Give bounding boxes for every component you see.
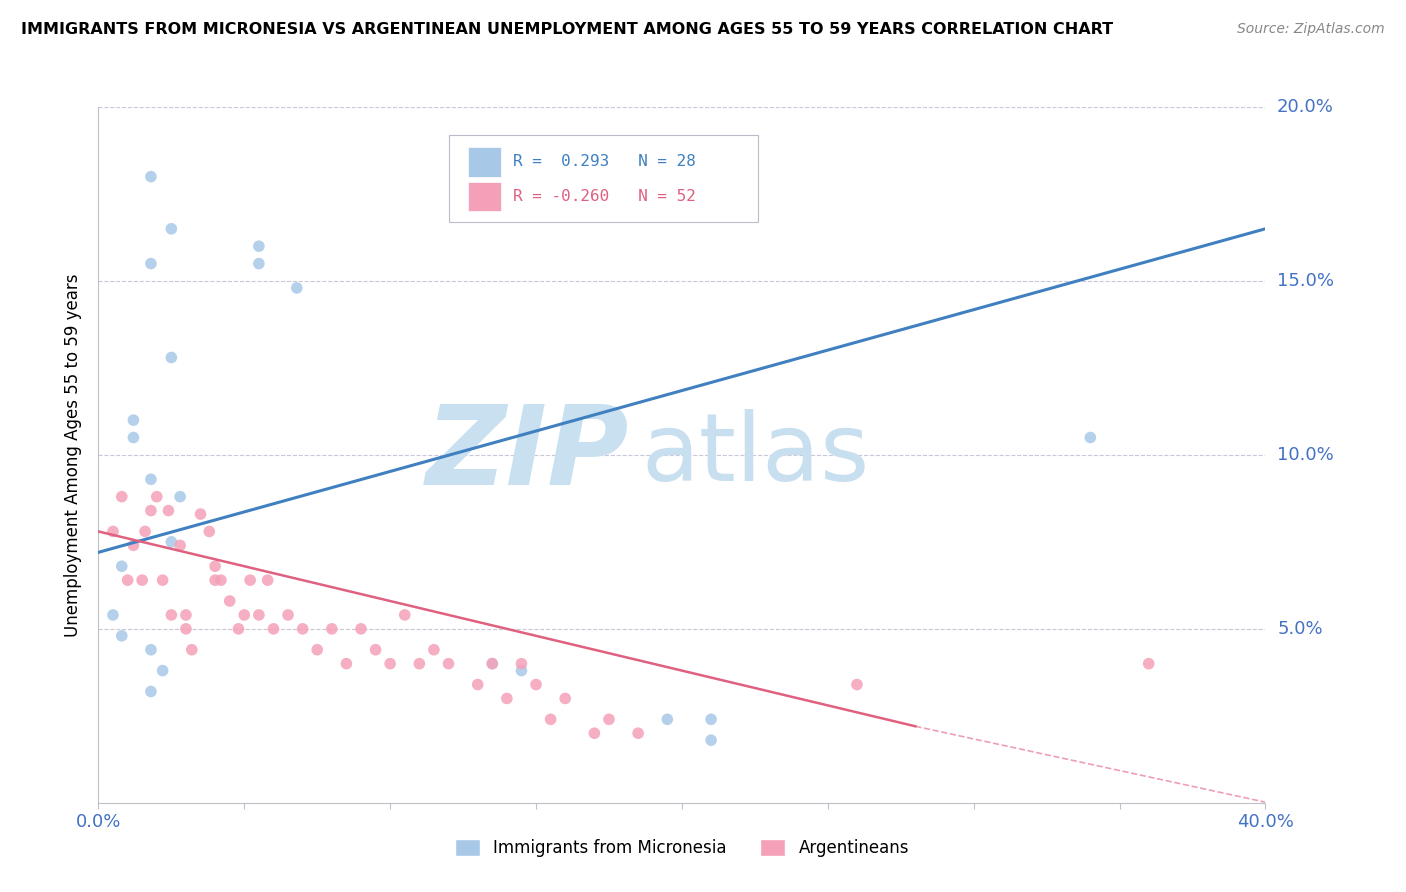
Y-axis label: Unemployment Among Ages 55 to 59 years: Unemployment Among Ages 55 to 59 years bbox=[65, 273, 83, 637]
Point bbox=[139, 642, 162, 657]
Point bbox=[657, 712, 679, 726]
Point bbox=[139, 169, 162, 184]
Point bbox=[218, 594, 240, 608]
Point bbox=[335, 657, 357, 671]
FancyBboxPatch shape bbox=[449, 135, 758, 222]
Point bbox=[169, 538, 191, 552]
Point bbox=[146, 490, 169, 504]
Point bbox=[364, 642, 387, 657]
Point bbox=[174, 607, 197, 622]
Point bbox=[845, 677, 868, 691]
Point bbox=[256, 573, 278, 587]
Point bbox=[209, 573, 232, 587]
Point bbox=[160, 351, 183, 365]
Point bbox=[111, 629, 134, 643]
Point bbox=[277, 607, 299, 622]
Text: atlas: atlas bbox=[641, 409, 869, 501]
Point bbox=[101, 524, 124, 539]
Point bbox=[467, 677, 489, 691]
Point bbox=[180, 642, 202, 657]
Point bbox=[239, 573, 262, 587]
Point bbox=[350, 622, 373, 636]
Point bbox=[228, 622, 250, 636]
Point bbox=[437, 657, 460, 671]
Point bbox=[247, 239, 270, 253]
Point bbox=[139, 472, 162, 486]
Point bbox=[524, 677, 547, 691]
Point bbox=[134, 524, 156, 539]
Point bbox=[122, 413, 145, 427]
Point bbox=[122, 538, 145, 552]
Bar bbox=[468, 147, 501, 177]
Point bbox=[495, 691, 517, 706]
Point bbox=[700, 712, 723, 726]
Point bbox=[510, 664, 533, 678]
Bar bbox=[468, 182, 501, 211]
Point bbox=[111, 490, 134, 504]
Point bbox=[291, 622, 314, 636]
Point bbox=[139, 503, 162, 517]
Point bbox=[139, 684, 162, 698]
Point bbox=[157, 503, 180, 517]
Text: Source: ZipAtlas.com: Source: ZipAtlas.com bbox=[1237, 22, 1385, 37]
Point bbox=[321, 622, 343, 636]
Point bbox=[190, 507, 212, 521]
Point bbox=[160, 534, 183, 549]
Point bbox=[111, 559, 134, 574]
Point bbox=[160, 607, 183, 622]
Point bbox=[394, 607, 416, 622]
Point bbox=[627, 726, 650, 740]
Point bbox=[307, 642, 329, 657]
Point bbox=[169, 490, 191, 504]
Point bbox=[174, 622, 197, 636]
Point bbox=[700, 733, 723, 747]
Point bbox=[1137, 657, 1160, 671]
Text: R =  0.293   N = 28: R = 0.293 N = 28 bbox=[513, 153, 696, 169]
Text: IMMIGRANTS FROM MICRONESIA VS ARGENTINEAN UNEMPLOYMENT AMONG AGES 55 TO 59 YEARS: IMMIGRANTS FROM MICRONESIA VS ARGENTINEA… bbox=[21, 22, 1114, 37]
Text: 10.0%: 10.0% bbox=[1277, 446, 1334, 464]
Point bbox=[101, 607, 124, 622]
Legend: Immigrants from Micronesia, Argentineans: Immigrants from Micronesia, Argentineans bbox=[449, 832, 915, 864]
Text: 5.0%: 5.0% bbox=[1277, 620, 1323, 638]
Point bbox=[139, 256, 162, 270]
Point bbox=[152, 664, 174, 678]
Point bbox=[204, 559, 226, 574]
Point bbox=[233, 607, 256, 622]
Point bbox=[583, 726, 606, 740]
Text: R = -0.260   N = 52: R = -0.260 N = 52 bbox=[513, 188, 696, 203]
Point bbox=[198, 524, 221, 539]
Text: 20.0%: 20.0% bbox=[1277, 98, 1334, 116]
Point bbox=[160, 221, 183, 235]
Point bbox=[152, 573, 174, 587]
Point bbox=[131, 573, 153, 587]
Point bbox=[481, 657, 503, 671]
Point bbox=[285, 281, 308, 295]
Text: ZIP: ZIP bbox=[426, 401, 630, 508]
Point bbox=[481, 657, 503, 671]
Point bbox=[247, 256, 270, 270]
Point bbox=[423, 642, 446, 657]
Point bbox=[408, 657, 430, 671]
Point bbox=[554, 691, 576, 706]
Text: 15.0%: 15.0% bbox=[1277, 272, 1334, 290]
Point bbox=[262, 622, 284, 636]
Point bbox=[540, 712, 562, 726]
Point bbox=[247, 607, 270, 622]
Point bbox=[204, 573, 226, 587]
Point bbox=[117, 573, 139, 587]
Point bbox=[510, 657, 533, 671]
Point bbox=[378, 657, 402, 671]
Point bbox=[598, 712, 620, 726]
Point bbox=[1080, 431, 1102, 445]
Point bbox=[122, 431, 145, 445]
